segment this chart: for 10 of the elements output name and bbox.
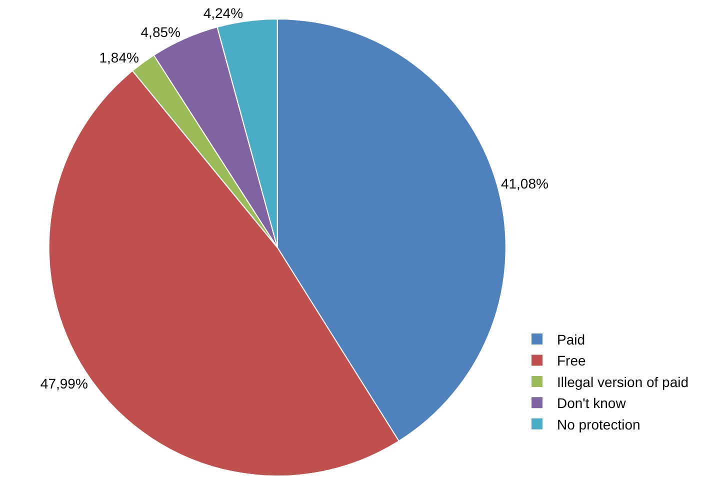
legend-label: Free [557,352,586,369]
data-label: 1,84% [99,49,139,66]
data-label: 4,24% [203,5,244,22]
legend-label: Don't know [557,395,627,412]
legend-label: Illegal version of paid [557,374,689,390]
data-label: 47,99% [40,376,88,392]
legend-label: Paid [557,332,586,348]
data-label: 4,85% [140,24,180,40]
data-label: 41,08% [500,176,548,192]
legend-label: No protection [557,416,640,432]
